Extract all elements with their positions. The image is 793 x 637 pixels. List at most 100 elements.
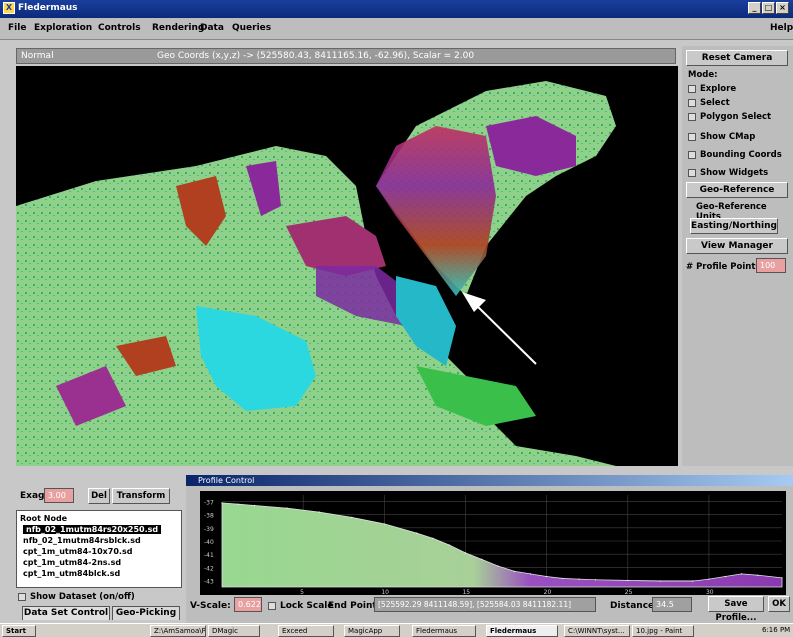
exag-label: Exag <box>20 491 45 501</box>
y-tick-label: -42 <box>204 565 214 572</box>
view-manager-button[interactable]: View Manager <box>686 238 788 254</box>
y-tick-label: -40 <box>204 539 214 546</box>
profile-point <box>221 502 223 504</box>
profile-point <box>497 565 499 567</box>
vscale-label: V-Scale: <box>190 601 231 611</box>
geo-reference-button[interactable]: Geo-Reference <box>686 182 788 198</box>
close-icon[interactable]: × <box>776 2 789 14</box>
bounding-coords-toggle[interactable]: Bounding Coords <box>688 150 782 160</box>
checkbox-icon <box>688 150 696 159</box>
profile-chart-svg: -37 -38 -39 -40 -41 -42 -43 5 10 15 20 25 30 <box>204 495 783 596</box>
end-points-input[interactable]: [525592.29 8411148.59], [525584.03 84111… <box>374 597 596 612</box>
taskbar-item[interactable]: Fledermaus <box>412 625 476 637</box>
profile-point <box>692 580 694 582</box>
profile-area <box>221 502 783 588</box>
end-points-label: End Points: <box>328 601 386 611</box>
select-radio[interactable]: Select <box>688 98 730 108</box>
menu-data[interactable]: Data <box>200 23 224 33</box>
show-widgets-toggle[interactable]: Show Widgets <box>688 168 768 178</box>
tab-data-set-control[interactable]: Data Set Control <box>22 606 110 620</box>
menu-help[interactable]: Help <box>770 23 793 33</box>
taskbar-item[interactable]: C:\WINNT\syst... <box>564 625 630 637</box>
profile-point <box>594 579 596 581</box>
geo-reference-units-label: Geo-Reference Units <box>696 202 767 222</box>
y-tick-label: -39 <box>204 526 214 533</box>
profile-chart: -37 -38 -39 -40 -41 -42 -43 5 10 15 20 25 30 <box>200 491 786 596</box>
clock: 6:16 PM <box>762 626 791 634</box>
minimize-icon[interactable]: _ <box>748 2 761 14</box>
profile-point <box>708 578 710 580</box>
y-tick-label: -41 <box>204 552 214 559</box>
profile-title: Profile Control <box>186 475 793 486</box>
taskbar-item[interactable]: DMagic <box>208 625 260 637</box>
window-title: Fledermaus <box>18 3 78 13</box>
menu-controls[interactable]: Controls <box>98 23 141 33</box>
transform-button[interactable]: Transform <box>112 488 170 504</box>
taskbar: Start Z:\AmSamoa\Pr... DMagic Exceed Mag… <box>0 623 793 637</box>
vscale-input[interactable]: 0.622 <box>234 597 262 612</box>
profile-point <box>740 573 743 575</box>
checkbox-icon <box>688 132 696 141</box>
exag-input[interactable]: 3.00 <box>44 488 74 503</box>
profile-point <box>757 574 759 576</box>
list-item[interactable]: cpt_1m_utm84blck.sd <box>23 569 121 578</box>
status-bar: Normal Geo Coords (x,y,z) -> (525580.43,… <box>16 48 676 64</box>
profile-point <box>562 577 564 580</box>
profile-point <box>627 579 629 582</box>
easting-northing-select[interactable]: Easting/Northing <box>690 218 778 234</box>
profile-point <box>724 575 726 578</box>
x-tick-label: 20 <box>544 589 552 595</box>
profile-point <box>546 575 548 578</box>
taskbar-item[interactable]: Exceed <box>278 625 334 637</box>
app-icon: X <box>3 2 15 14</box>
x-tick-label: 10 <box>381 589 389 595</box>
profile-control-window: Profile Control -37 -38 -39 -40 -41 -42 -43 5 10… <box>186 475 793 627</box>
mode-status: Normal <box>21 51 54 61</box>
explore-radio[interactable]: Explore <box>688 84 736 94</box>
root-node[interactable]: Root Node <box>20 514 68 523</box>
tab-geo-picking[interactable]: Geo-Picking <box>112 606 180 620</box>
show-cmap-toggle[interactable]: Show CMap <box>688 132 755 142</box>
show-dataset-toggle[interactable]: Show Dataset (on/off) <box>18 592 135 602</box>
y-tick-label: -43 <box>204 578 214 585</box>
profile-point <box>659 580 661 582</box>
ok-button[interactable]: OK <box>768 596 790 612</box>
list-item[interactable]: nfb_02_1mutm84rsblck.sd <box>23 536 141 545</box>
menu-exploration[interactable]: Exploration <box>34 23 93 33</box>
list-item[interactable]: cpt_1m_utm84-10x70.sd <box>23 547 133 556</box>
taskbar-item-active[interactable]: Fledermaus <box>486 625 558 637</box>
save-profile-button[interactable]: Save Profile... <box>708 596 764 623</box>
distance-label: Distance: <box>610 601 658 611</box>
profile-points-input[interactable]: 100 <box>756 258 786 273</box>
lock-scale-toggle[interactable]: Lock Scale <box>268 601 333 611</box>
start-button[interactable]: Start <box>2 625 36 637</box>
list-item[interactable]: cpt_1m_utm84-2ns.sd <box>23 558 122 567</box>
maximize-icon[interactable]: □ <box>762 2 775 14</box>
profile-point <box>286 507 288 509</box>
profile-point <box>351 516 353 518</box>
del-button[interactable]: Del <box>88 488 110 504</box>
taskbar-item[interactable]: 10.jpg - Paint <box>632 625 694 637</box>
profile-point <box>318 511 320 513</box>
profile-point <box>578 578 580 580</box>
profile-point <box>448 544 450 546</box>
3d-viewport[interactable] <box>16 66 678 466</box>
taskbar-item[interactable]: Z:\AmSamoa\Pr... <box>150 625 206 637</box>
exag-controls: Exag 3.00 Del Transform <box>16 486 182 508</box>
profile-point <box>416 532 418 534</box>
radio-icon <box>688 98 696 107</box>
distance-input[interactable]: 34.5 <box>652 597 692 612</box>
polygon-select-radio[interactable]: Polygon Select <box>688 112 771 122</box>
profile-point <box>253 504 256 507</box>
mode-label: Mode: <box>688 70 718 80</box>
reset-camera-button[interactable]: Reset Camera <box>686 50 788 66</box>
window-title-bar: X Fledermaus _ □ × <box>0 0 793 18</box>
menu-file[interactable]: File <box>8 23 27 33</box>
list-item[interactable]: nfb_02_1mutm84rs20x250.sd <box>23 525 162 534</box>
y-tick-label: -38 <box>204 513 214 520</box>
menu-rendering[interactable]: Rendering <box>152 23 205 33</box>
checkbox-icon <box>268 601 276 610</box>
menu-queries[interactable]: Queries <box>232 23 272 33</box>
x-tick-label: 15 <box>462 589 470 595</box>
taskbar-item[interactable]: MagicApp <box>344 625 400 637</box>
